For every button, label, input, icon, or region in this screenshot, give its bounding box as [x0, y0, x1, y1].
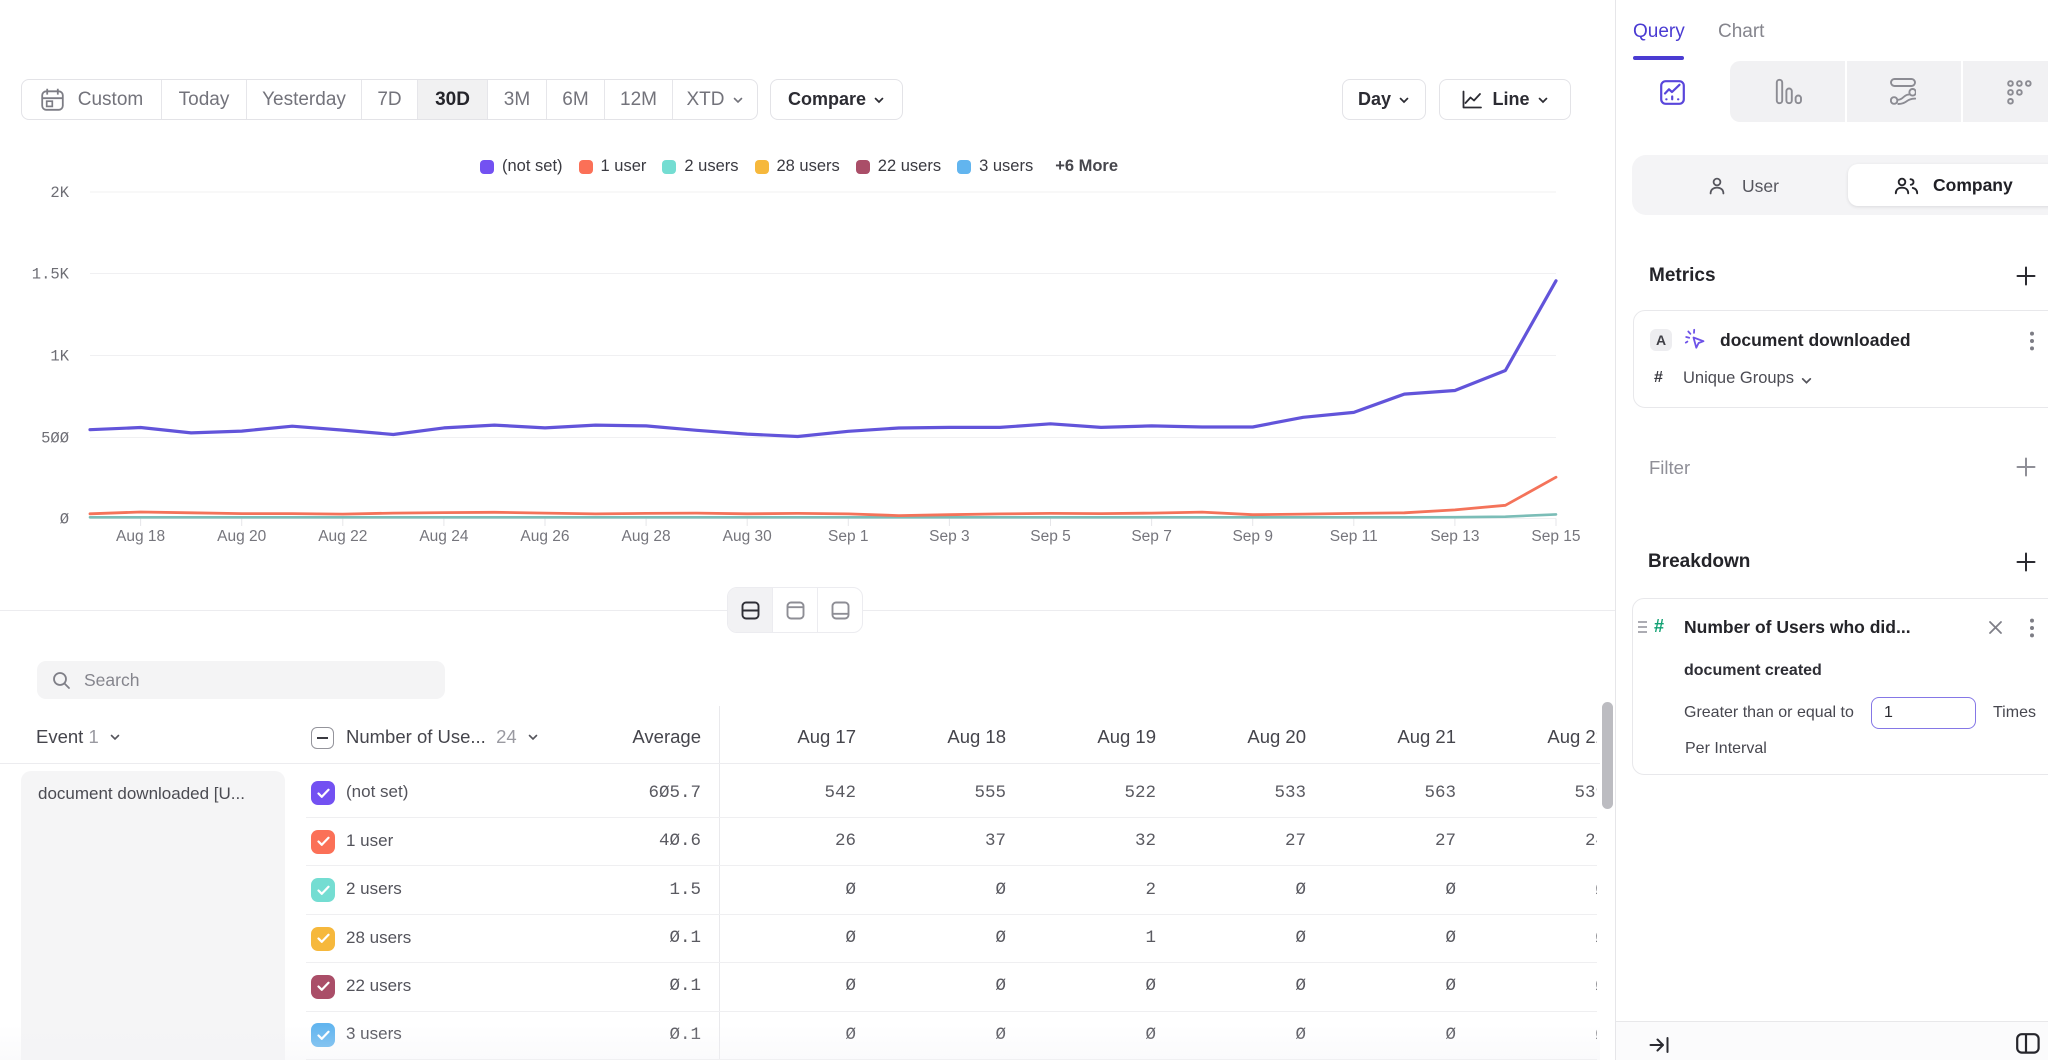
svg-text:Sep 9: Sep 9: [1232, 528, 1273, 545]
svg-text:Aug 18: Aug 18: [116, 528, 165, 545]
svg-text:Aug 20: Aug 20: [217, 528, 267, 545]
svg-text:Sep 15: Sep 15: [1531, 528, 1580, 545]
svg-text:Aug 26: Aug 26: [520, 528, 569, 545]
svg-text:1.5K: 1.5K: [32, 266, 70, 284]
svg-text:2K: 2K: [50, 184, 69, 202]
svg-text:5ØØ: 5ØØ: [41, 430, 69, 448]
svg-text:Ø: Ø: [60, 511, 69, 529]
svg-text:1K: 1K: [50, 348, 69, 366]
svg-text:Sep 5: Sep 5: [1030, 528, 1071, 545]
svg-text:Sep 7: Sep 7: [1131, 528, 1172, 545]
svg-text:Aug 30: Aug 30: [723, 528, 773, 545]
svg-text:Sep 13: Sep 13: [1430, 528, 1479, 545]
svg-text:Sep 1: Sep 1: [828, 528, 869, 545]
svg-text:Aug 24: Aug 24: [419, 528, 469, 545]
svg-text:Sep 11: Sep 11: [1330, 528, 1378, 545]
svg-text:Sep 3: Sep 3: [929, 528, 970, 545]
svg-text:Aug 22: Aug 22: [318, 528, 367, 545]
svg-text:Aug 28: Aug 28: [622, 528, 671, 545]
